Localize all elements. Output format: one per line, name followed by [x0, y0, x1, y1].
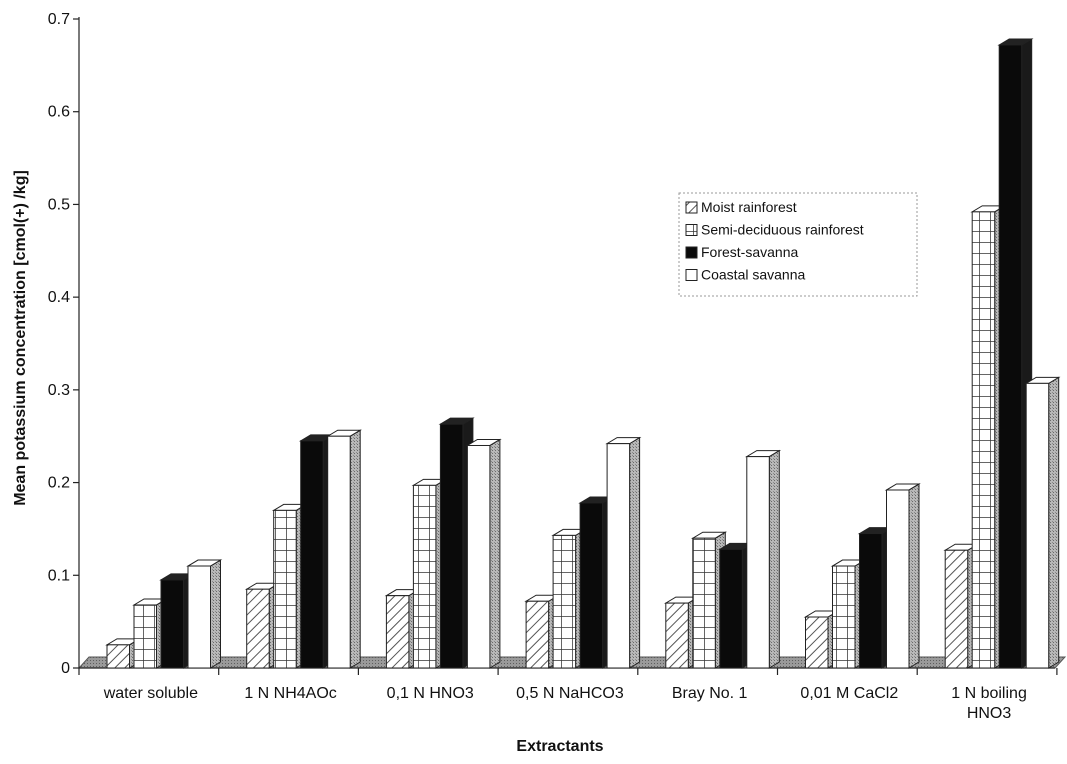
category-label: 0,1 N HNO3: [387, 685, 474, 702]
bar-front: [525, 600, 550, 669]
y-tick-label: 0.5: [48, 196, 70, 213]
category-label: HNO3: [967, 705, 1012, 722]
legend-swatch: [685, 269, 698, 281]
bar-front: [746, 456, 770, 669]
y-tick-label: 0.3: [48, 382, 70, 399]
legend-swatch: [685, 246, 698, 259]
y-tick-label: 0.6: [48, 104, 70, 121]
legend-label: Forest-savanna: [701, 244, 798, 260]
bar-front: [971, 211, 996, 669]
bar-side: [908, 483, 920, 669]
legend-label: Coastal savanna: [701, 267, 806, 283]
y-tick-label: 0.1: [48, 567, 70, 584]
category-label: water soluble: [103, 685, 198, 702]
category-label: 0,01 M CaCl2: [800, 685, 898, 702]
bar-front: [412, 484, 437, 669]
bar-front: [327, 435, 351, 669]
bar-front: [133, 604, 157, 669]
bar-front: [998, 44, 1023, 669]
bar-front: [1025, 382, 1050, 669]
y-tick-label: 0.4: [48, 289, 70, 306]
bar-front: [187, 565, 211, 669]
bar-front: [246, 588, 270, 669]
bar-side: [629, 436, 641, 669]
bar-front: [665, 602, 689, 669]
category-label: 1 N boiling: [951, 685, 1027, 702]
bar-front: [859, 533, 883, 669]
bar-side: [349, 429, 361, 669]
bar-front: [886, 489, 910, 669]
bar-side: [489, 438, 501, 669]
bar-front: [832, 565, 856, 669]
legend-swatch: [685, 201, 698, 214]
bar-front: [439, 423, 464, 669]
bar: [465, 438, 502, 669]
bar: [325, 429, 363, 669]
bar: [884, 483, 921, 669]
x-axis-title: Extractants: [516, 738, 603, 755]
bar-front: [273, 509, 297, 669]
bar-side: [768, 449, 780, 669]
bar-front: [552, 534, 577, 669]
category-label: Bray No. 1: [672, 685, 748, 702]
bar-front: [606, 443, 631, 669]
bar-side: [1048, 376, 1060, 669]
bar-front: [805, 616, 829, 669]
bar-front: [719, 548, 743, 669]
bar-front: [385, 595, 410, 669]
y-tick-label: 0: [61, 660, 70, 677]
category-label: 0,5 N NaHCO3: [516, 685, 624, 702]
bar: [744, 449, 782, 669]
legend-swatch: [685, 224, 698, 236]
bar-front: [692, 537, 716, 669]
bar-front: [160, 579, 184, 669]
bar-front: [944, 549, 969, 669]
bar-front: [579, 502, 604, 669]
category-label: 1 N NH4AOc: [244, 685, 336, 702]
legend-label: Moist rainforest: [701, 199, 797, 215]
bar-side: [210, 559, 221, 669]
y-axis-title: Mean potassium concentration [cmol(+) /k…: [12, 170, 29, 506]
bar-front: [466, 444, 491, 669]
y-tick-label: 0.2: [48, 475, 70, 492]
bar: [1024, 376, 1061, 669]
bar: [605, 436, 642, 669]
bar: [186, 559, 223, 669]
bar-front: [300, 440, 324, 669]
bar-front: [106, 644, 130, 669]
y-tick-label: 0.7: [48, 11, 70, 28]
legend: Moist rainforest Semi-deciduous rainfores…: [678, 192, 918, 297]
legend-label: Semi-deciduous rainforest: [701, 222, 864, 238]
